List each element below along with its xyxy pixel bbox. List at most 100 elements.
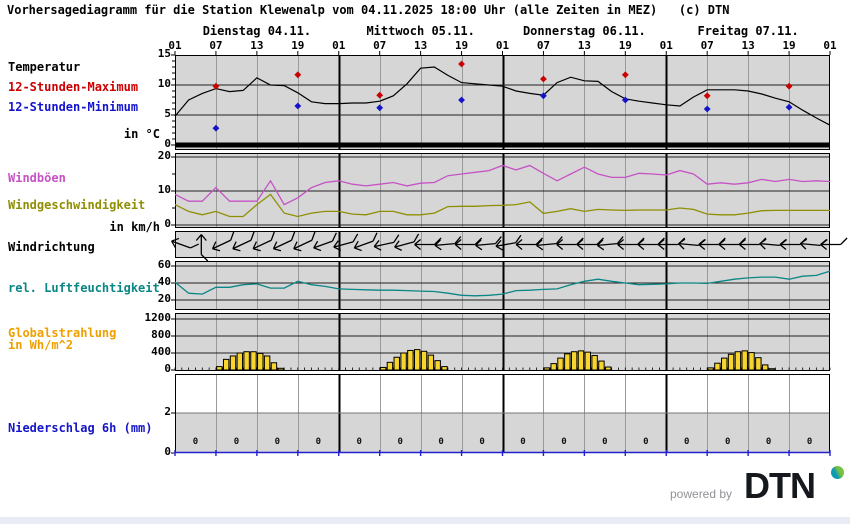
wind-arrow [678,238,706,250]
wind-arrow [252,231,276,252]
precip-value-label: 0 [561,437,567,447]
max-marker [458,60,465,68]
y-tick-label: 1200 [144,311,172,324]
hour-tick-label: 19 [618,39,632,52]
radiation-bar [543,367,551,371]
y-tick-label: 0 [164,137,171,150]
radiation-bar [727,353,735,371]
radiation-bar [564,353,571,371]
wind-arrow [434,236,462,251]
radiation-bar [550,363,557,371]
y-tick-label: 10 [157,77,171,90]
wind-arrow [211,231,235,252]
max-marker [621,71,629,79]
wind-arrow [373,234,400,251]
y-tick-label: 0 [164,445,171,458]
hour-tick-label: 13 [414,39,428,52]
radiation-bar [761,364,769,371]
hour-tick-label: 01 [659,39,673,52]
precip-value-label: 0 [397,437,403,447]
wind-arrow [637,237,665,250]
min-marker [621,96,629,104]
radiation-bar [557,357,564,371]
y-tick-label: 400 [151,345,171,358]
page-title: Vorhersagediagramm für die Station Klewe… [7,3,730,17]
wind-arrow [779,237,807,250]
horizontal-grid [171,54,829,454]
wind-speed-label: Windgeschwindigkeit [8,198,146,212]
wind-arrow [495,234,522,251]
radiation-bar [393,356,400,371]
radiation-bar [277,367,284,371]
precip-value-label: 0 [643,437,649,447]
precip-value-label: 0 [233,437,240,447]
wind-arrow [515,237,544,250]
hour-tick-label: 07 [536,39,551,52]
radiation-bar [216,366,223,371]
hour-tick-label: 19 [291,39,305,52]
radiation-bar [243,351,250,371]
temperature-label: Temperatur [8,60,81,74]
max-marker [376,91,384,99]
radiation-bar [379,366,387,371]
wind-arrow [313,232,337,252]
temp-max-label: 12-Stunden-Maximum [8,80,139,94]
bottom-strip [0,517,850,524]
y-tick-label: 20 [157,149,171,162]
wind-arrows [171,231,848,262]
wind-arrow [698,237,726,250]
max-marker [540,75,547,83]
temp-min-label: 12-Stunden-Minimum [8,100,139,114]
radiation-bar [755,357,762,371]
wind-arrow [353,232,378,252]
precip-value-label: 0 [356,437,362,447]
day-label: Donnerstag 06.11. [522,24,646,38]
radiation-bar [577,350,585,371]
radiation-bar [714,362,721,371]
wind-arrow [171,237,200,249]
max-marker [785,82,793,90]
wind-arrow [596,236,624,251]
wind-arrow [394,233,420,251]
hour-tick-label: 01 [495,39,510,52]
y-tick-label: 10 [157,183,171,196]
min-marker [212,124,220,132]
hour-tick-label: 07 [209,39,223,52]
radiation-bar [263,355,271,371]
hour-tick-label: 19 [782,39,796,52]
hour-tick-label: 07 [700,39,714,52]
radiation-bar [584,351,591,371]
wind-arrow [718,237,747,250]
radiation-bar [250,351,257,371]
min-marker [540,92,547,100]
dtn-logo-dot-icon [831,466,844,479]
radiation-label: Globalstrahlung [8,326,117,340]
radiation-bar [270,362,278,371]
wind-arrow [414,237,442,250]
wind-arrow [576,237,604,250]
radiation-bar [721,357,728,371]
radiation-bar [414,349,421,371]
wind-arrow [617,237,645,250]
wind-arrow [232,231,255,252]
y-tick-label: 15 [157,47,171,60]
wind-arrow [535,236,563,251]
y-tick-label: 20 [157,292,171,305]
hour-tick-label: 19 [454,39,469,52]
wind-arrow [799,238,828,250]
y-tick-label: 5 [164,107,171,120]
wind-arrow [738,237,767,250]
day-label: Freitag 07.11. [697,24,799,38]
y-tick-label: 0 [164,362,171,375]
radiation-bar [386,361,394,371]
wind-arrow [556,237,584,250]
radiation-bar [748,352,755,371]
precip-value-label: 0 [479,437,485,447]
radiation-bar [741,350,748,371]
powered-by-text: powered by [670,487,733,501]
wind-speed-curve [174,193,830,218]
wind-arrow [759,238,788,250]
humidity-curve [174,270,831,297]
y-tick-label: 2 [164,405,171,418]
radiation-bar [427,354,435,371]
